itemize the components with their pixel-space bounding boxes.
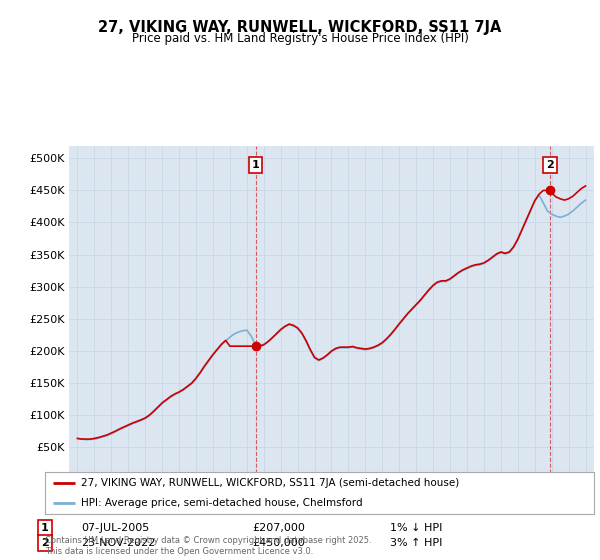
Text: Price paid vs. HM Land Registry's House Price Index (HPI): Price paid vs. HM Land Registry's House … <box>131 32 469 45</box>
Text: 3% ↑ HPI: 3% ↑ HPI <box>390 538 442 548</box>
Text: £207,000: £207,000 <box>252 523 305 533</box>
Text: Contains HM Land Registry data © Crown copyright and database right 2025.
This d: Contains HM Land Registry data © Crown c… <box>45 536 371 556</box>
Text: 1: 1 <box>41 523 49 533</box>
Text: £450,000: £450,000 <box>252 538 305 548</box>
Text: 1% ↓ HPI: 1% ↓ HPI <box>390 523 442 533</box>
Text: 2: 2 <box>546 160 554 170</box>
Text: 27, VIKING WAY, RUNWELL, WICKFORD, SS11 7JA (semi-detached house): 27, VIKING WAY, RUNWELL, WICKFORD, SS11 … <box>80 478 459 488</box>
Text: 27, VIKING WAY, RUNWELL, WICKFORD, SS11 7JA: 27, VIKING WAY, RUNWELL, WICKFORD, SS11 … <box>98 20 502 35</box>
Text: 1: 1 <box>252 160 260 170</box>
Text: 2: 2 <box>41 538 49 548</box>
Text: HPI: Average price, semi-detached house, Chelmsford: HPI: Average price, semi-detached house,… <box>80 498 362 508</box>
Text: 23-NOV-2022: 23-NOV-2022 <box>81 538 155 548</box>
Text: 07-JUL-2005: 07-JUL-2005 <box>81 523 149 533</box>
